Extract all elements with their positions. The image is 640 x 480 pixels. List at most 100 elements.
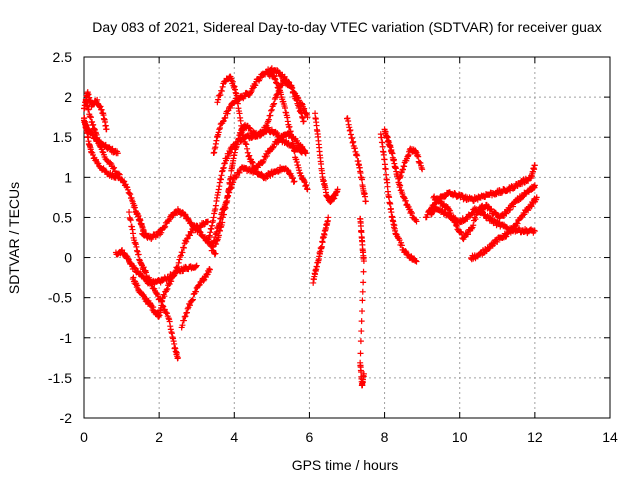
data-point: [164, 310, 171, 317]
data-point: [200, 277, 207, 284]
data-point: [116, 171, 123, 178]
data-point: [302, 150, 309, 157]
y-tick-label: 2.5: [53, 49, 73, 65]
data-point: [204, 218, 211, 225]
data-point: [192, 288, 199, 295]
data-point: [358, 328, 365, 335]
data-point: [109, 145, 116, 152]
x-tick-label: 12: [527, 429, 543, 445]
data-point: [304, 186, 311, 193]
data-point: [468, 225, 475, 232]
data-point: [398, 242, 405, 249]
chart-title: Day 083 of 2021, Sidereal Day-to-day VTE…: [92, 19, 601, 35]
data-point: [359, 308, 366, 315]
data-point: [226, 185, 233, 192]
data-point: [289, 89, 296, 96]
data-point: [533, 194, 540, 201]
data-point: [236, 169, 243, 176]
data-point: [419, 166, 426, 173]
data-point: [206, 266, 213, 273]
data-point: [413, 218, 420, 225]
data-point: [269, 144, 276, 151]
data-point: [212, 250, 219, 257]
data-point: [246, 124, 253, 131]
data-point: [288, 82, 295, 89]
data-point: [464, 231, 471, 238]
data-point: [189, 296, 196, 303]
data-point: [175, 259, 182, 266]
data-point: [446, 206, 453, 213]
data-point: [452, 222, 459, 229]
data-point: [224, 110, 231, 117]
data-point: [142, 230, 149, 237]
data-point: [214, 99, 221, 106]
data-point: [244, 145, 251, 152]
y-tick-label: 0: [64, 250, 72, 266]
data-point: [161, 224, 168, 231]
data-point: [507, 206, 514, 213]
data-point: [204, 219, 211, 226]
y-tick-label: 2: [64, 89, 72, 105]
data-point: [186, 302, 193, 309]
x-axis-label: GPS time / hours: [292, 457, 399, 473]
data-point: [525, 207, 532, 214]
data-point: [274, 129, 281, 136]
data-point: [241, 93, 248, 100]
data-point: [470, 222, 477, 229]
data-point: [115, 170, 122, 177]
data-point: [182, 211, 189, 218]
data-point: [514, 220, 521, 227]
x-tick-label: 2: [155, 429, 163, 445]
x-tick-label: 8: [381, 429, 389, 445]
data-points: [81, 65, 540, 389]
data-point: [182, 313, 189, 320]
data-point: [442, 193, 449, 200]
data-point: [183, 309, 190, 316]
data-point: [290, 88, 297, 95]
data-point: [149, 234, 156, 241]
data-point: [472, 216, 479, 223]
data-point: [111, 164, 118, 171]
data-point: [241, 135, 248, 142]
data-point: [286, 123, 293, 130]
data-point: [124, 186, 131, 193]
data-point: [271, 100, 278, 107]
data-point: [270, 143, 277, 150]
plot-frame: [83, 56, 611, 419]
data-point: [127, 191, 134, 198]
data-point: [485, 203, 492, 210]
data-point: [265, 116, 272, 123]
data-point: [218, 88, 225, 95]
data-point: [107, 159, 114, 166]
data-point: [488, 206, 495, 213]
data-point: [227, 173, 234, 180]
data-point: [127, 217, 134, 224]
data-point: [360, 258, 367, 265]
data-point: [233, 173, 240, 180]
data-point: [147, 279, 154, 286]
y-tick-label: -1: [60, 330, 73, 346]
data-point: [275, 139, 282, 146]
y-axis-label: SDTVAR / TECUs: [6, 182, 22, 294]
data-point: [227, 104, 234, 111]
data-point: [219, 83, 226, 90]
data-point: [263, 122, 270, 129]
data-point: [169, 212, 176, 219]
data-point: [215, 96, 222, 103]
data-point: [288, 134, 295, 141]
data-point: [222, 114, 229, 121]
data-point: [180, 244, 187, 251]
data-point: [258, 170, 265, 177]
data-point: [318, 243, 325, 250]
x-tick-label: 6: [306, 429, 314, 445]
data-point: [220, 117, 227, 124]
data-point: [196, 281, 203, 288]
data-point: [135, 251, 142, 258]
y-tick-label: -2: [60, 410, 73, 426]
data-point: [188, 229, 195, 236]
data-point: [360, 370, 367, 377]
data-point: [163, 286, 170, 293]
data-point: [452, 218, 459, 225]
data-point: [148, 278, 155, 285]
data-point: [232, 174, 239, 181]
